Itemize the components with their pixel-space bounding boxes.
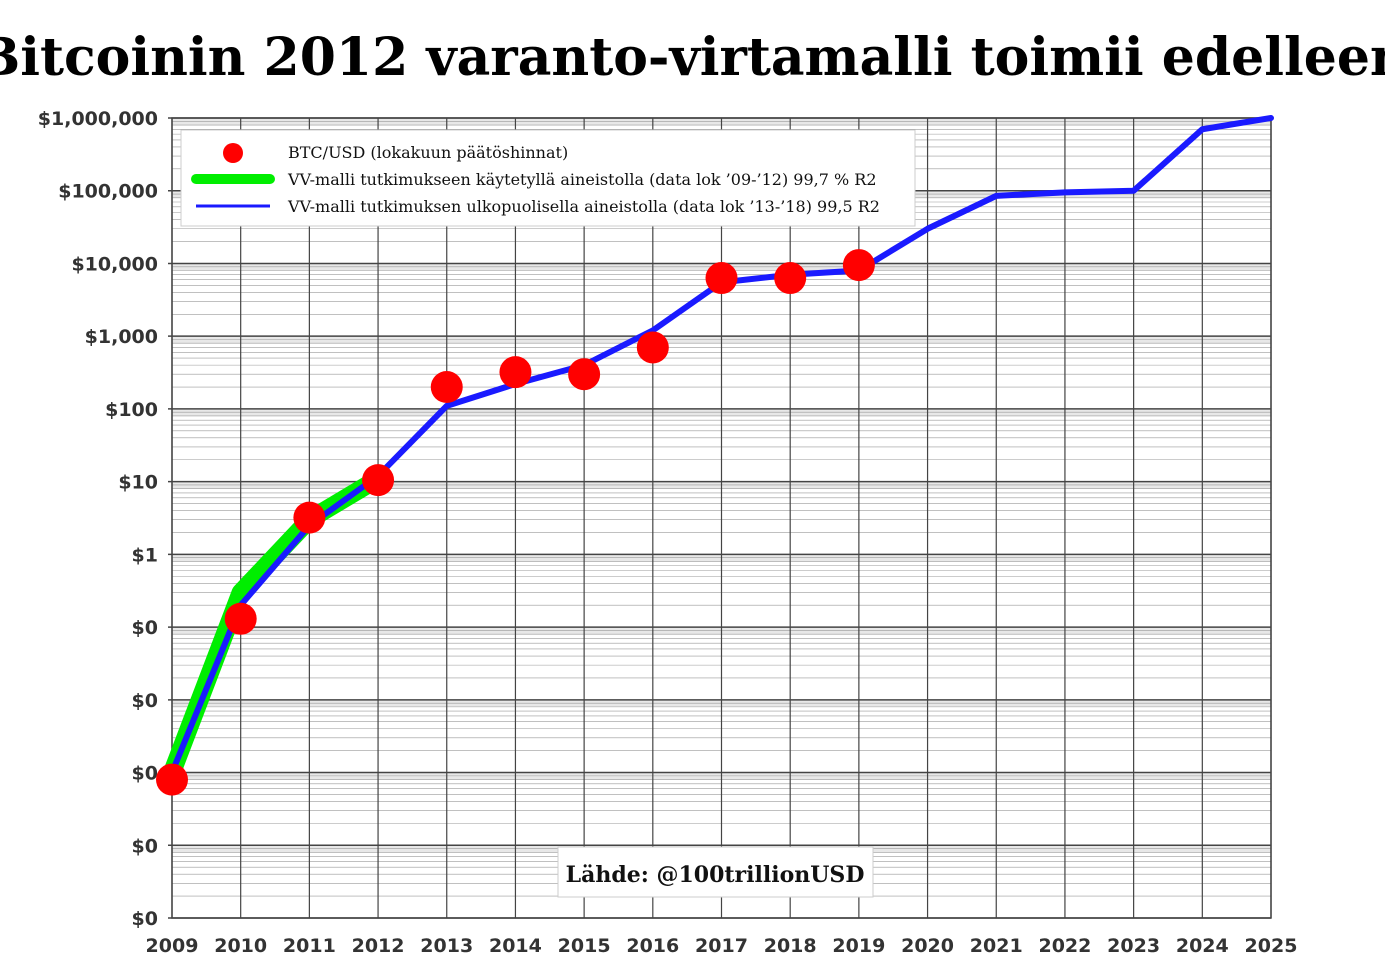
x-tick-label: 2020 [901,935,954,957]
y-axis-tick-labels: $1,000,000 $100,000 $10,000 $1,000 $100 $10 $1… [38,108,158,930]
price-point [293,501,326,534]
legend-label-price: BTC/USD (lokakuun päätöshinnat) [288,143,568,162]
x-tick-label: 2017 [695,935,748,957]
legend-label-model-in-sample: VV-malli tutkimukseen käytetyllä aineist… [287,170,877,189]
x-tick-label: 2024 [1176,935,1229,957]
x-tick-label: 2014 [489,935,542,957]
price-point [362,464,395,497]
x-tick-label: 2010 [214,935,267,957]
price-point [430,371,463,404]
y-tick-label: $0 [132,908,158,930]
x-tick-label: 2023 [1107,935,1160,957]
price-point [568,358,601,391]
x-tick-label: 2022 [1038,935,1091,957]
x-tick-label: 2025 [1245,935,1298,957]
y-tick-label: $10,000 [71,253,158,275]
price-point [636,331,669,364]
legend-price-marker [223,143,243,163]
x-tick-label: 2018 [764,935,817,957]
legend-label-model-out-of-sample: VV-malli tutkimuksen ulkopuolisella aine… [287,197,880,216]
y-tick-label: $0 [132,617,158,639]
price-point [774,262,807,295]
y-tick-label: $10 [118,472,158,494]
price-point [499,356,532,389]
x-tick-label: 2019 [832,935,885,957]
source-label: Lähde: @100trillionUSD [566,862,865,888]
vertical-gridlines [171,118,1272,918]
chart-series [156,115,1274,796]
legend: BTC/USD (lokakuun päätöshinnat) VV-malli… [180,129,916,227]
source-box-frame [557,846,874,898]
price-point [156,763,188,796]
y-tick-label: $0 [132,835,158,857]
x-tick-label: 2016 [626,935,679,957]
y-tick-label: $1,000 [85,326,158,348]
price-point [224,602,257,635]
y-tick-label: $1,000,000 [38,108,158,130]
x-tick-label: 2013 [420,935,473,957]
price-point [705,262,738,295]
plot-area-frame [171,117,1272,919]
price-point [842,249,875,282]
chart-title: Bitcoinin 2012 varanto-virtamalli toimii… [0,27,1385,88]
x-tick-label: 2011 [283,935,336,957]
y-tick-label: $0 [132,763,158,785]
y-tick-label: $1 [132,544,158,566]
major-horizontal-gridlines [168,117,1271,919]
x-tick-label: 2015 [558,935,611,957]
x-tick-label: 2021 [970,935,1023,957]
y-tick-label: $0 [132,690,158,712]
y-tick-label: $100 [105,399,158,421]
legend-box [180,129,916,227]
source-box: Lähde: @100trillionUSD [557,846,874,898]
x-tick-label: 2012 [352,935,405,957]
y-tick-label: $100,000 [58,181,158,203]
x-tick-label: 2009 [146,935,199,957]
model-in-sample-line [163,469,388,782]
x-axis-tick-labels: 2009 2010 2011 2012 2013 2014 2015 2016 2017 2018… [146,935,1298,957]
